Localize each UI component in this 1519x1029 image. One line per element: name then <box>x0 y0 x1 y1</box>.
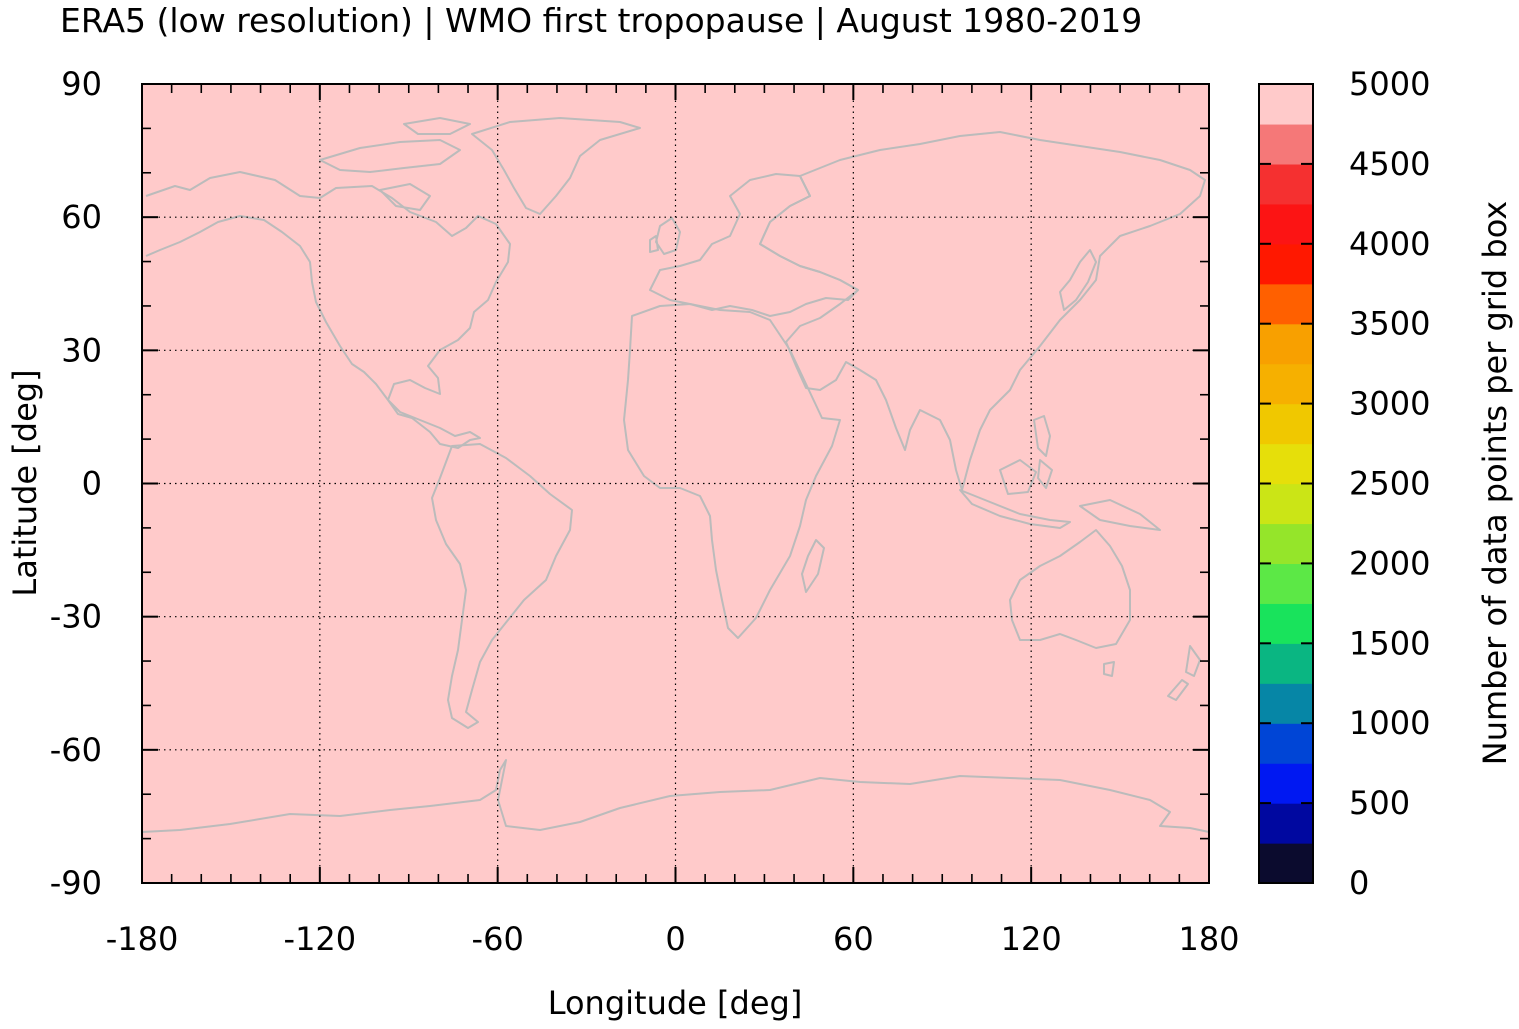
colorbar-frame <box>1258 83 1314 884</box>
colorbar-band <box>1259 483 1313 525</box>
coastline-philippines <box>1033 415 1051 457</box>
y-tick-label: 0 <box>82 465 102 503</box>
colorbar-band <box>1259 403 1313 445</box>
colorbar-tick-label: 1500 <box>1349 624 1430 662</box>
colorbar: 0 500 1000 1500 2000 2500 3000 3500 4000 4500 5000… <box>1258 65 1514 902</box>
coastline-indonesia <box>959 459 1161 531</box>
colorbar-tick-label: 1000 <box>1349 704 1430 742</box>
y-tick-label: 30 <box>61 331 102 369</box>
x-axis-label: Longitude [deg] <box>548 984 803 1022</box>
y-axis-label: Latitude [deg] <box>6 369 44 596</box>
y-tick-label: 60 <box>61 198 102 236</box>
coastline-arctic-islands <box>319 117 471 211</box>
x-tick-label: -120 <box>284 920 357 958</box>
colorbar-band <box>1259 523 1313 564</box>
colorbar-band <box>1259 243 1313 285</box>
coastline-tasmania <box>1103 661 1115 677</box>
colorbar-tick-label: 2000 <box>1349 544 1430 582</box>
map-panel <box>141 83 1210 884</box>
y-tick-label: 90 <box>61 65 102 103</box>
colorbar-tick-label: 2500 <box>1349 465 1430 503</box>
y-tick-label: -90 <box>50 864 102 902</box>
x-tick-label: -180 <box>106 920 179 958</box>
colorbar-band <box>1259 163 1313 205</box>
coastline-greenland <box>471 117 641 215</box>
colorbar-tick-label: 4000 <box>1349 225 1430 263</box>
colorbar-band <box>1259 283 1313 325</box>
colorbar-band <box>1259 723 1313 764</box>
y-tick-labels: -90 -60 -30 0 30 60 90 <box>50 65 102 902</box>
colorbar-band <box>1259 363 1313 405</box>
grid-lines <box>142 84 1209 883</box>
colorbar-tick-label: 3500 <box>1349 305 1430 343</box>
x-tick-label: 180 <box>1178 920 1239 958</box>
colorbar-tick-label: 0 <box>1349 864 1369 902</box>
colorbar-band <box>1259 203 1313 245</box>
coastline-antarctica <box>141 759 1210 833</box>
colorbar-band <box>1259 683 1313 724</box>
coastline-japan <box>1059 249 1097 311</box>
coastline-africa <box>623 303 841 639</box>
colorbar-band <box>1259 763 1313 804</box>
colorbar-band <box>1259 443 1313 485</box>
colorbar-label: Number of data points per grid box <box>1476 201 1514 765</box>
colorbar-tick-label: 4500 <box>1349 145 1430 183</box>
colorbar-bands <box>1259 84 1313 884</box>
colorbar-band <box>1259 603 1313 644</box>
y-tick-label: -30 <box>50 598 102 636</box>
x-tick-label: 60 <box>833 920 874 958</box>
colorbar-tick-label: 3000 <box>1349 385 1430 423</box>
chart-title: ERA5 (low resolution) | WMO first tropop… <box>60 1 1142 40</box>
y-tick-label: -60 <box>50 731 102 769</box>
colorbar-band <box>1259 323 1313 365</box>
x-tick-label: -60 <box>472 920 524 958</box>
coastline-south-america <box>431 443 573 729</box>
colorbar-tick-label: 500 <box>1349 784 1410 822</box>
x-tick-labels: -180 -120 -60 0 60 120 180 <box>106 920 1240 958</box>
coastline-new-zealand <box>1167 645 1201 701</box>
colorbar-band <box>1259 643 1313 684</box>
colorbar-tick-labels: 0 500 1000 1500 2000 2500 3000 3500 4000 4500 5000 <box>1349 65 1430 902</box>
colorbar-ticks <box>1259 83 1313 884</box>
plot-frame <box>141 83 1210 884</box>
coastline-madagascar <box>801 539 825 593</box>
colorbar-band <box>1259 123 1313 165</box>
colorbar-band <box>1259 563 1313 604</box>
x-tick-label: 0 <box>665 920 685 958</box>
colorbar-band <box>1259 803 1313 844</box>
coastline-north-america <box>145 171 511 449</box>
coastline-australia <box>1009 529 1131 649</box>
colorbar-band <box>1259 843 1313 884</box>
colorbar-band <box>1259 84 1313 125</box>
coastline-asia <box>759 131 1206 491</box>
colorbar-tick-label: 5000 <box>1349 65 1430 103</box>
x-tick-label: 120 <box>1001 920 1062 958</box>
